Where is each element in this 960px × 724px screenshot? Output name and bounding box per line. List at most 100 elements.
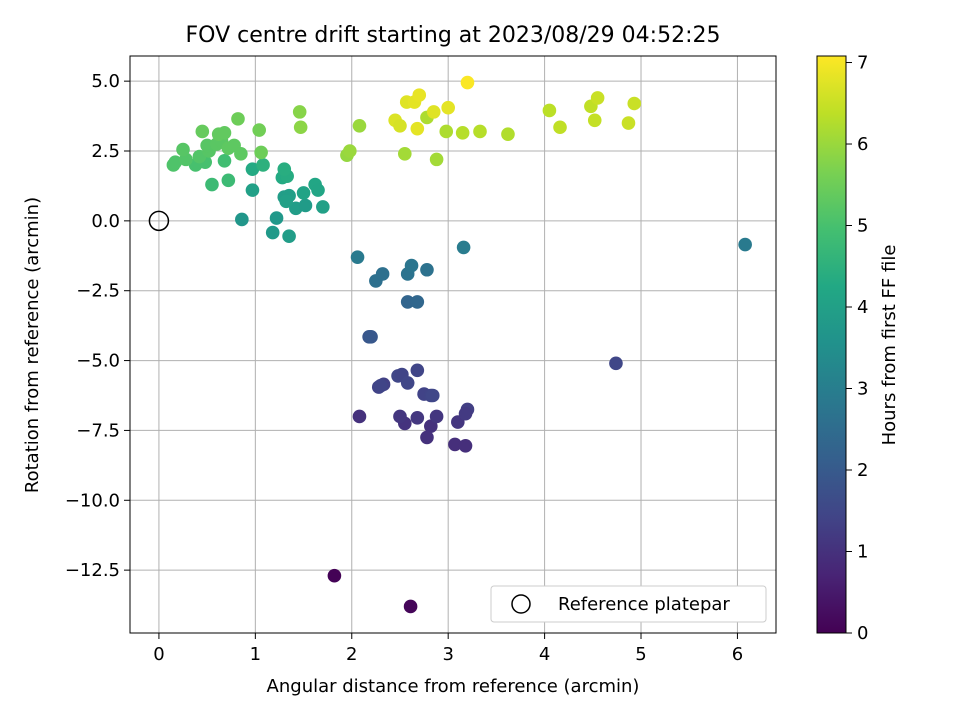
colorbar-ticks: 0 1 2 3 4 5 6 7 — [846, 53, 868, 644]
colorbar-tick-label: 4 — [857, 297, 868, 318]
scatter-point — [420, 262, 434, 277]
x-tick-label: 2 — [346, 644, 357, 665]
scatter-point — [373, 378, 388, 393]
scatter-point — [393, 409, 407, 424]
y-tick-label: −5.0 — [76, 351, 120, 372]
y-tick-label: −12.5 — [65, 560, 120, 581]
colorbar-label: Hours from first FF file — [879, 245, 900, 446]
scatter-point — [205, 177, 219, 192]
scatter-point — [256, 158, 270, 172]
scatter-point — [350, 250, 365, 264]
scatter-point — [254, 145, 268, 160]
y-tick-label: 5.0 — [91, 71, 120, 92]
colorbar-gradient — [816, 55, 847, 634]
x-tick-label: 6 — [732, 644, 743, 665]
scatter-point — [404, 258, 419, 273]
colorbar-tick-label: 2 — [857, 460, 868, 481]
scatter-point — [343, 144, 357, 158]
reference-platepar-marker — [148, 210, 170, 232]
scatter-point — [429, 409, 444, 424]
x-axis-ticks: 0 1 2 3 4 5 6 — [153, 633, 743, 665]
scatter-point — [400, 376, 415, 390]
scatter-point — [269, 211, 284, 225]
scatter-point — [410, 121, 425, 136]
y-tick-label: −7.5 — [76, 420, 120, 441]
colorbar-tick-label: 5 — [857, 216, 868, 237]
legend-reference-marker — [511, 594, 531, 614]
x-axis-label: Angular distance from reference (arcmin) — [267, 676, 640, 697]
reference-marker-layer — [148, 210, 170, 232]
scatter-point — [426, 105, 441, 119]
scatter-point — [279, 194, 293, 209]
scatter-point — [609, 356, 623, 371]
scatter-point — [429, 152, 444, 167]
scatter-point — [375, 267, 390, 281]
x-tick-label: 3 — [442, 644, 453, 665]
scatter-point — [234, 146, 248, 161]
scatter-point — [738, 237, 752, 252]
x-tick-label: 1 — [250, 644, 261, 665]
colorbar: 0 1 2 3 4 5 6 7 Hours from first FF file — [816, 53, 900, 644]
scatter-point — [176, 142, 190, 157]
scatter-point — [393, 119, 407, 133]
scatter-point — [292, 105, 307, 119]
scatter-point — [590, 91, 605, 105]
scatter-point — [352, 409, 367, 424]
scatter-point — [245, 183, 260, 197]
scatter-point — [168, 155, 183, 169]
scatter-point — [235, 212, 249, 227]
scatter-point — [501, 127, 515, 142]
scatter-point — [400, 295, 415, 309]
scatter-point — [587, 113, 602, 128]
scatter-point — [458, 438, 473, 453]
scatter-point — [282, 229, 296, 244]
chart-title: FOV centre drift starting at 2023/08/29 … — [186, 23, 721, 48]
colorbar-tick-label: 7 — [857, 53, 868, 74]
scatter-point — [460, 75, 475, 90]
scatter-point — [403, 599, 418, 614]
scatter-point — [364, 330, 378, 344]
scatter-point — [425, 388, 440, 403]
scatter-point — [412, 88, 427, 102]
scatter-point — [221, 173, 236, 188]
scatter-point — [316, 200, 330, 214]
scatter-point — [311, 183, 325, 197]
scatter-point — [410, 411, 425, 425]
scatter-point — [542, 103, 557, 118]
colorbar-tick-label: 3 — [857, 379, 868, 400]
y-tick-label: 2.5 — [91, 141, 120, 162]
scatter-point — [327, 568, 342, 583]
scatter-point — [424, 419, 438, 434]
scatter-point — [458, 406, 473, 421]
scatter-point — [217, 126, 232, 140]
scatter-point — [265, 225, 280, 240]
legend-box: Reference platepar — [490, 585, 767, 623]
scatter-point — [296, 186, 311, 200]
grid-lines — [130, 56, 776, 633]
scatter-point — [277, 162, 292, 176]
scatter-point — [245, 162, 260, 176]
scatter-point — [293, 120, 308, 135]
colorbar-tick-label: 0 — [857, 623, 868, 644]
y-tick-label: −10.0 — [65, 490, 120, 511]
scatter-point — [420, 430, 434, 445]
scatter-points — [166, 75, 752, 614]
scatter-point — [410, 363, 425, 378]
y-tick-label: 0.0 — [91, 211, 120, 232]
scatter-point — [621, 116, 636, 130]
scatter-point — [456, 240, 471, 255]
scatter-point — [298, 198, 313, 213]
scatter-point — [441, 100, 455, 115]
scatter-point — [473, 124, 487, 139]
legend-frame — [490, 585, 767, 623]
scatter-point — [627, 96, 642, 111]
scatter-point — [410, 295, 425, 309]
plot-frame — [129, 55, 777, 634]
scatter-point — [195, 124, 210, 139]
colorbar-tick-label: 6 — [857, 134, 868, 155]
scatter-point — [448, 437, 462, 452]
y-tick-label: −2.5 — [76, 281, 120, 302]
scatter-point — [231, 112, 245, 126]
